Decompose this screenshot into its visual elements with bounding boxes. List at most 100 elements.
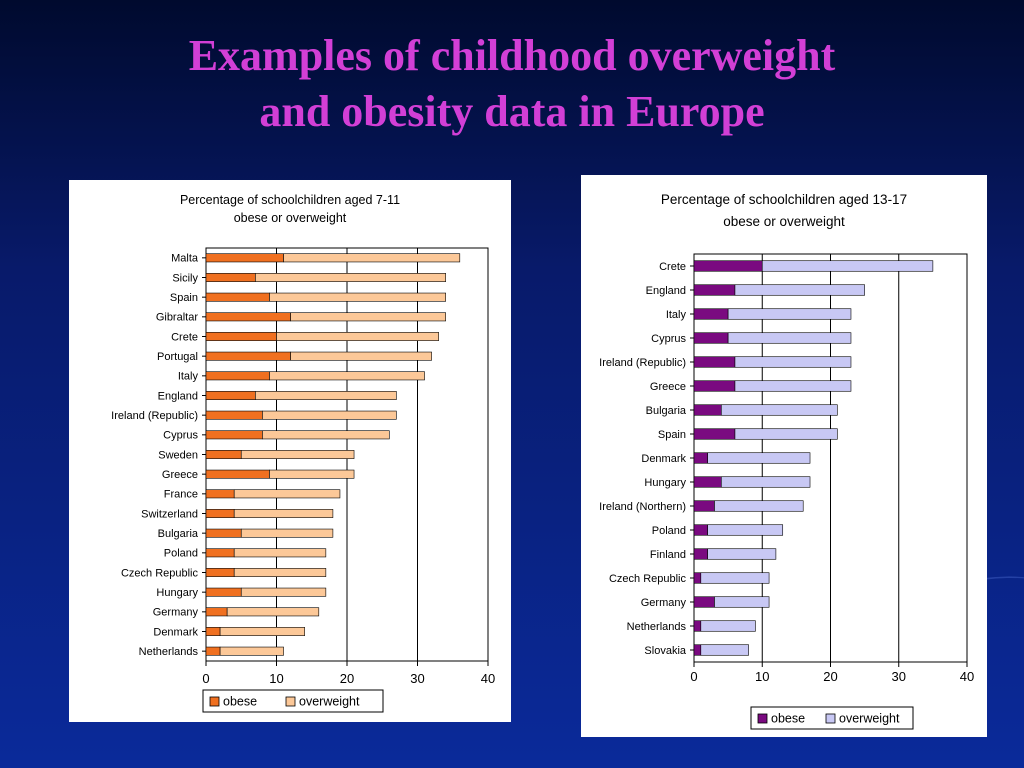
- category-label: Hungary: [644, 477, 686, 489]
- bar-segment-overweight: [707, 452, 811, 464]
- bar-segment-obese: [205, 430, 263, 440]
- bar-segment-overweight: [727, 308, 852, 320]
- bar-segment-obese: [693, 380, 736, 392]
- bar-segment-obese: [205, 371, 270, 381]
- bar-segment-overweight: [269, 469, 355, 479]
- bar-segment-overweight: [226, 607, 320, 617]
- bar-segment-obese: [205, 332, 277, 341]
- category-label: Slovakia: [644, 645, 686, 657]
- chart-panel-children-7-11: Percentage of schoolchildren aged 7-11 ob…: [69, 180, 511, 722]
- bar-segment-obese: [205, 528, 242, 538]
- bar-segment-obese: [205, 489, 235, 499]
- bar-segment-obese: [205, 253, 284, 263]
- category-label: Spain: [170, 292, 198, 304]
- bar-segment-overweight: [290, 351, 432, 361]
- legend-label-obese: obese: [223, 695, 257, 709]
- bar-segment-obese: [205, 273, 256, 282]
- bar-segment-obese: [205, 312, 291, 322]
- bar-segment-obese: [205, 351, 291, 361]
- category-label: Netherlands: [627, 621, 687, 633]
- bar-segment-overweight: [262, 430, 390, 440]
- bar-segment-overweight: [240, 528, 334, 538]
- bar-segment-overweight: [233, 548, 327, 558]
- bar-segment-overweight: [700, 572, 770, 584]
- bar-chart-children-7-11: Percentage of schoolchildren aged 7-11 ob…: [111, 193, 495, 713]
- bar-segment-overweight: [734, 284, 865, 296]
- bar-segment-overweight: [219, 627, 306, 636]
- x-axis-tick-label: 0: [690, 669, 697, 684]
- bar-segment-overweight: [761, 260, 934, 272]
- category-label: Germany: [641, 597, 687, 609]
- category-label: Czech Republic: [121, 567, 199, 579]
- category-label: Cyprus: [651, 333, 686, 345]
- category-label: Italy: [178, 371, 199, 383]
- bar-segment-overweight: [721, 476, 811, 488]
- bar-segment-overweight: [734, 428, 838, 440]
- category-label: Hungary: [156, 587, 198, 599]
- bar-segment-overweight: [290, 312, 447, 322]
- x-axis-tick-label: 10: [269, 671, 283, 686]
- x-axis-tick-label: 20: [340, 671, 354, 686]
- category-label: England: [646, 285, 686, 297]
- legend-swatch-obese: [757, 713, 768, 724]
- bar-segment-obese: [205, 450, 242, 459]
- chart-title-line-2: obese or overweight: [234, 211, 347, 225]
- category-label: Sweden: [158, 449, 198, 461]
- slide-title-line-2: and obesity data in Europe: [259, 87, 765, 136]
- bar-segment-overweight: [255, 391, 397, 400]
- bar-segment-obese: [693, 548, 708, 560]
- category-label: Poland: [164, 548, 198, 560]
- bar-segment-overweight: [700, 620, 756, 632]
- legend-swatch-overweight: [285, 696, 296, 707]
- bar-segment-obese: [693, 524, 708, 536]
- bar-segment-obese: [693, 284, 736, 296]
- x-axis-tick-label: 40: [481, 671, 495, 686]
- category-label: Crete: [171, 331, 198, 343]
- category-label: Denmark: [641, 453, 686, 465]
- bar-segment-obese: [693, 644, 702, 656]
- bar-segment-obese: [693, 308, 729, 320]
- category-label: France: [164, 489, 198, 501]
- bar-segment-overweight: [233, 489, 341, 499]
- bar-segment-obese: [205, 568, 235, 577]
- x-axis-tick-label: 10: [755, 669, 769, 684]
- category-label: Netherlands: [139, 646, 199, 658]
- bar-segment-obese: [693, 428, 736, 440]
- bar-segment-obese: [693, 356, 736, 368]
- legend-label-overweight: overweight: [839, 712, 900, 726]
- bar-chart-children-13-17: Percentage of schoolchildren aged 13-17 o…: [599, 192, 974, 730]
- category-label: Ireland (Republic): [111, 410, 198, 422]
- x-axis-tick-label: 30: [892, 669, 906, 684]
- category-label: Bulgaria: [158, 528, 199, 540]
- legend-swatch-obese: [209, 696, 220, 707]
- bar-segment-obese: [693, 452, 708, 464]
- bar-segment-overweight: [269, 292, 446, 302]
- bar-segment-overweight: [240, 587, 327, 597]
- category-label: Cyprus: [163, 430, 198, 442]
- category-label: Poland: [652, 525, 686, 537]
- category-label: Crete: [659, 261, 686, 273]
- category-label: Bulgaria: [646, 405, 687, 417]
- bar-segment-obese: [205, 587, 242, 597]
- bar-segment-overweight: [283, 253, 461, 263]
- bar-segment-obese: [693, 404, 722, 416]
- category-label: Portugal: [157, 351, 198, 363]
- bar-segment-obese: [205, 410, 263, 420]
- bar-segment-obese: [693, 332, 729, 344]
- x-axis-tick-label: 40: [960, 669, 974, 684]
- x-axis-tick-label: 30: [410, 671, 424, 686]
- bar-segment-overweight: [233, 509, 334, 518]
- x-axis-tick-label: 20: [823, 669, 837, 684]
- legend-label-overweight: overweight: [299, 695, 360, 709]
- category-label: Spain: [658, 429, 686, 441]
- category-label: Italy: [666, 309, 687, 321]
- bar-segment-obese: [693, 500, 715, 512]
- category-label: Sicily: [172, 272, 198, 284]
- bar-segment-overweight: [707, 524, 784, 536]
- category-label: Ireland (Republic): [599, 357, 686, 369]
- category-label: Greece: [650, 381, 686, 393]
- bar-segment-overweight: [721, 404, 838, 416]
- category-label: Gibraltar: [156, 312, 199, 324]
- bar-segment-overweight: [255, 273, 447, 282]
- bar-segment-obese: [205, 548, 235, 558]
